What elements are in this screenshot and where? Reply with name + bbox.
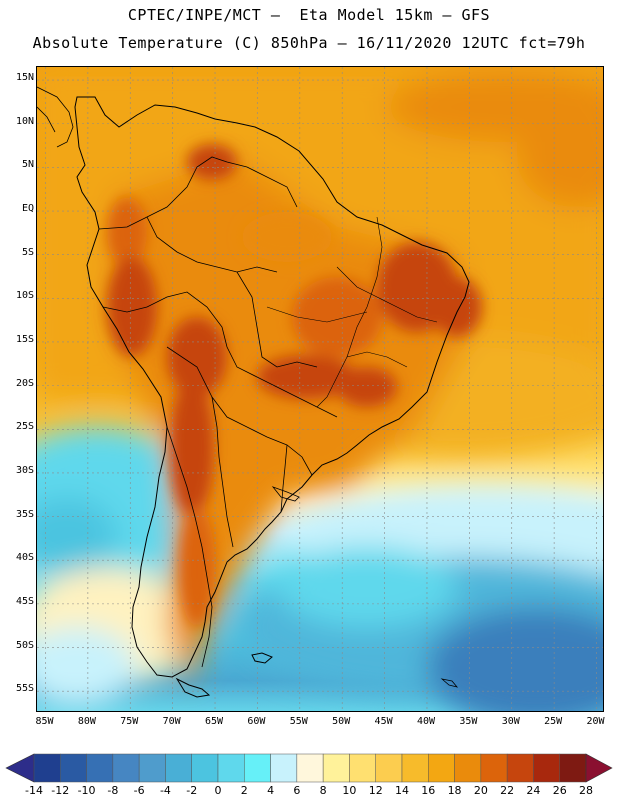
chart-title-line2: Absolute Temperature (C) 850hPa – 16/11/… [32, 34, 586, 52]
longitude-label: 25W [544, 716, 563, 727]
colorbar-tick-label: 18 [447, 784, 462, 797]
latitude-label: 10N [15, 115, 34, 127]
colorbar-swatch [86, 753, 114, 783]
colorbar-swatch [296, 753, 324, 783]
latitude-label: 5N [21, 159, 34, 171]
colorbar-tick-label: -6 [133, 784, 145, 797]
colorbar-swatch [244, 753, 271, 783]
colorbar-swatch [533, 753, 560, 783]
colorbar-swatch [165, 753, 192, 783]
longitude-label: 35W [459, 716, 478, 727]
colorbar-tick-label: 2 [240, 784, 248, 797]
longitude-label: 45W [374, 716, 393, 727]
colorbar-tick-label: 24 [526, 784, 541, 797]
colorbar-swatch [480, 753, 508, 783]
colorbar-tick-label: -8 [107, 784, 119, 797]
colorbar-tick-label: 28 [579, 784, 593, 797]
colorbar-tick-label: -10 [77, 784, 96, 797]
colorbar-over-arrow [585, 753, 613, 783]
colorbar-swatch [428, 753, 455, 783]
longitude-label: 65W [204, 716, 224, 727]
longitude-label: 85W [35, 716, 54, 727]
colorbar-swatch [506, 753, 534, 783]
colorbar-swatches [5, 753, 613, 783]
colorbar-tick-label: 20 [473, 784, 488, 797]
colorbar-swatch [60, 753, 87, 783]
longitude-label: 20W [586, 716, 605, 727]
colorbar-tick-label: 10 [342, 784, 357, 797]
latitude-label: 45S [15, 595, 34, 607]
temperature-map [36, 66, 604, 712]
colorbar-tick-label: 0 [214, 784, 222, 797]
latitude-label: 5S [21, 246, 34, 258]
latitude-label: 50S [15, 639, 34, 651]
latitude-label: 35S [15, 508, 34, 520]
colorbar-swatch [217, 753, 245, 783]
map-canvas [37, 67, 603, 711]
latitude-label: 10S [15, 290, 34, 302]
colorbar-tick-label: 4 [267, 784, 275, 797]
latitude-label: EQ [21, 203, 34, 215]
colorbar-tick-label: 26 [552, 784, 567, 797]
colorbar-tick-label: 14 [395, 784, 409, 797]
colorbar [0, 750, 618, 800]
colorbar-swatch [349, 753, 376, 783]
colorbar-swatch [559, 753, 587, 783]
longitude-label: 40W [416, 716, 435, 727]
colorbar-swatch [138, 753, 166, 783]
colorbar-tick-label: 8 [319, 784, 327, 797]
chart-title-line1: CPTEC/INPE/MCT – Eta Model 15km – GFS [127, 6, 491, 24]
longitude-label: 30W [501, 716, 520, 727]
longitude-label: 70W [162, 716, 181, 727]
colorbar-tick-label: -2 [186, 784, 198, 797]
colorbar-swatch [191, 753, 219, 783]
colorbar-tick-label: 22 [500, 784, 515, 797]
colorbar-swatch [375, 753, 403, 783]
colorbar-swatch [454, 753, 482, 783]
colorbar-swatch [112, 753, 140, 783]
colorbar-under-arrow [5, 753, 35, 783]
longitude-label: 55W [289, 716, 308, 727]
coastlines-and-borders [37, 86, 470, 698]
colorbar-swatch [33, 753, 61, 783]
colorbar-swatch [401, 753, 429, 783]
colorbar-tick-label: -14 [25, 784, 43, 797]
latitude-label: 55S [15, 683, 34, 695]
colorbar-tick-label: 12 [368, 784, 383, 797]
latitude-label: 20S [15, 377, 34, 389]
latitude-label: 40S [15, 552, 34, 564]
longitude-label: 60W [247, 716, 266, 727]
latitude-label: 25S [15, 421, 34, 433]
latitude-label: 15N [15, 72, 34, 84]
colorbar-swatch [270, 753, 298, 783]
latitude-label: 30S [15, 464, 34, 476]
colorbar-tick-label: -12 [51, 784, 70, 797]
longitude-label: 50W [332, 716, 351, 727]
colorbar-tick-label: 6 [293, 784, 301, 797]
longitude-label: 80W [77, 716, 96, 727]
colorbar-tick-label: -4 [159, 784, 171, 797]
colorbar-swatch [322, 753, 350, 783]
latitude-label: 15S [15, 333, 34, 345]
south-america-coastline [74, 96, 470, 678]
longitude-label: 75W [120, 716, 139, 727]
colorbar-tick-label: 16 [421, 784, 436, 797]
